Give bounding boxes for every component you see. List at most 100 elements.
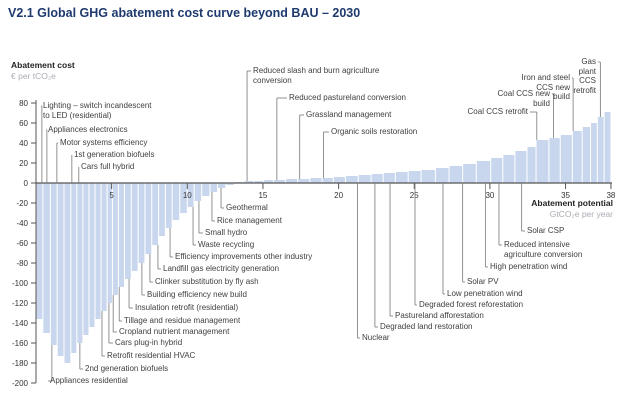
cost-bar: [226, 183, 234, 185]
cost-bar: [310, 178, 322, 183]
cost-bar: [244, 181, 254, 183]
cost-bar: [582, 127, 591, 183]
x-axis-unit: GtCO₂e per year: [549, 209, 613, 219]
cost-bar: [449, 166, 463, 183]
cost-bar: [165, 183, 172, 228]
cost-bar: [345, 176, 358, 183]
measure-label: Coal CCS new build: [497, 89, 550, 108]
measure-label: Low penetration wind: [447, 289, 523, 298]
measure-label: Organic soils restoration: [331, 127, 418, 136]
y-tick-label: 40: [19, 139, 28, 148]
measure-label: Lighting – switch incandescent to LED (r…: [43, 101, 152, 120]
measure-label: Retrofit residential HVAC: [107, 351, 196, 360]
y-axis-header: Abatement cost € per tCO₂e: [11, 60, 75, 82]
measure-label: High penetration wind: [490, 262, 568, 271]
cost-bar: [118, 183, 125, 287]
cost-bar: [333, 177, 345, 183]
x-tick-label: 30: [485, 191, 494, 200]
measure-label: Grassland management: [306, 110, 392, 119]
measure-label: Degraded land restoration: [380, 322, 473, 331]
measure-label: Cropland nutrient management: [119, 327, 230, 336]
cost-bar: [383, 173, 395, 183]
cost-bar: [408, 171, 421, 183]
cost-bar: [64, 183, 71, 363]
cost-bar: [527, 147, 536, 183]
measure-label: Efficiency improvements other industry: [175, 252, 313, 261]
measure-label: Cars full hybrid: [81, 162, 135, 171]
cost-bar: [101, 183, 107, 311]
cost-bar: [597, 117, 604, 183]
measure-label: Appliances residential: [50, 376, 128, 385]
cost-bar: [264, 180, 274, 183]
cost-bar: [604, 112, 611, 183]
cost-bar: [560, 135, 572, 183]
measure-label: 1st generation biofuels: [74, 150, 155, 159]
cost-bar: [138, 183, 145, 263]
cost-bar: [572, 131, 582, 183]
measure-label: Appliances electronics: [48, 125, 128, 134]
x-tick-label: 10: [183, 191, 192, 200]
y-tick-label: -120: [12, 299, 29, 308]
cost-bar: [435, 168, 449, 183]
cost-bar: [187, 183, 194, 207]
y-tick-label: -60: [16, 239, 28, 248]
y-tick-label: -100: [12, 279, 29, 288]
y-tick-label: 0: [24, 179, 29, 188]
y-tick-label: 20: [19, 159, 28, 168]
measure-label: Solar CSP: [527, 226, 565, 235]
cost-bar: [286, 179, 298, 183]
cost-bar: [89, 183, 95, 327]
y-tick-label: -200: [12, 379, 29, 388]
cost-bar: [145, 183, 152, 254]
measure-label: Reduced pastureland conversion: [289, 93, 406, 102]
measure-label: Small hydro: [205, 228, 248, 237]
measure-label: Iron and steel CCS new build: [521, 73, 570, 101]
y-tick-label: -180: [12, 359, 29, 368]
x-axis-title: Abatement potential: [531, 198, 613, 208]
x-tick-label: 35: [561, 191, 570, 200]
measure-label: Tillage and residue management: [124, 316, 241, 325]
y-tick-label: 80: [19, 99, 28, 108]
measure-label: Pastureland afforestation: [395, 311, 484, 320]
measure-label: Landfill gas electricity generation: [163, 264, 280, 273]
y-tick-label: -160: [12, 339, 29, 348]
measure-label: Rice management: [217, 216, 282, 225]
measure-label: Nuclear: [362, 333, 390, 342]
y-tick-label: 60: [19, 119, 28, 128]
cost-bar: [50, 183, 57, 345]
cost-bar: [515, 151, 527, 183]
cost-bar: [395, 172, 408, 183]
cost-bar: [36, 183, 43, 319]
cost-bar: [421, 170, 435, 183]
x-tick-label: 38: [606, 191, 615, 200]
x-tick-label: 5: [109, 191, 114, 200]
cost-bar: [152, 183, 159, 245]
measure-label: Geothermal: [226, 203, 268, 212]
y-tick-label: -20: [16, 199, 28, 208]
cost-bar: [77, 183, 83, 343]
measure-label: Clinker substitution by fly ash: [155, 277, 259, 286]
measure-label: Coal CCS retrofit: [467, 107, 528, 116]
measure-label: Motor systems efficiency: [60, 138, 148, 147]
y-tick-label: -40: [16, 219, 28, 228]
y-tick-label: -80: [16, 259, 28, 268]
measure-label: 2nd generation biofuels: [85, 364, 169, 373]
cost-bar: [71, 183, 77, 353]
measure-label: Solar PV: [467, 277, 499, 286]
x-tick-label: 25: [410, 191, 419, 200]
cost-bar: [218, 183, 226, 188]
cost-bar: [180, 183, 187, 213]
cost-bar: [322, 178, 333, 183]
cost-bar: [83, 183, 89, 335]
cost-bar: [159, 183, 165, 236]
cost-bar: [371, 174, 383, 183]
cost-bar: [210, 183, 218, 192]
cost-bar: [503, 155, 515, 183]
x-tick-label: 20: [334, 191, 343, 200]
x-tick-label: 15: [258, 191, 267, 200]
cost-bar: [254, 181, 264, 183]
cost-bar: [476, 161, 491, 183]
cost-bar: [298, 179, 310, 183]
